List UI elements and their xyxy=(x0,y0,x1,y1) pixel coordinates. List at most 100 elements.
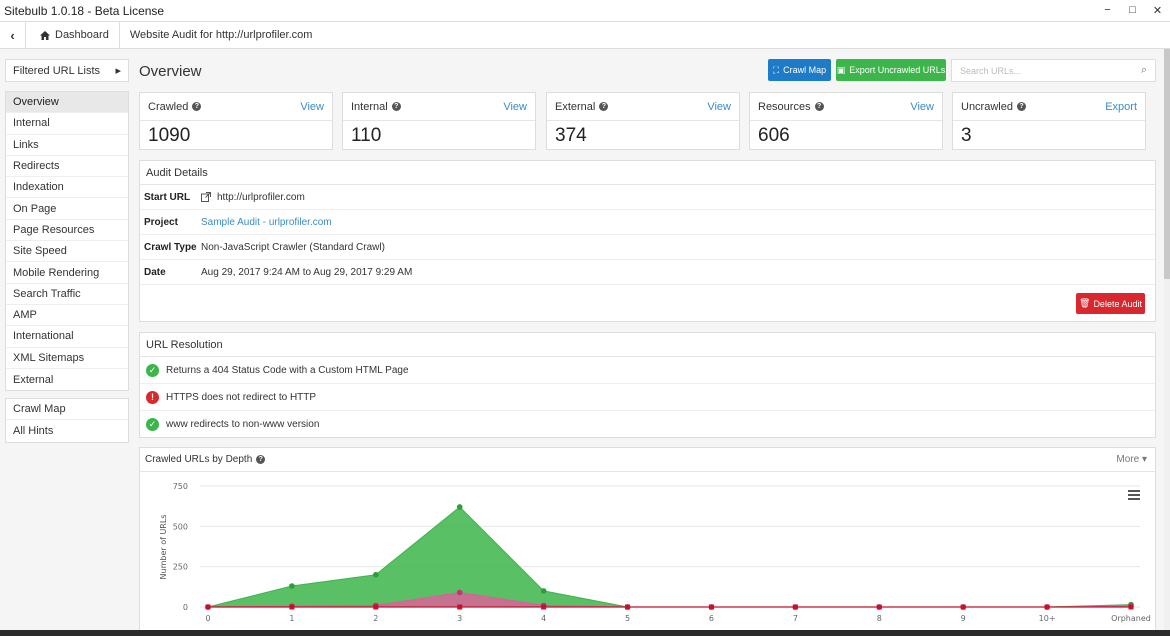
nav-bar: ‹ Dashboard Website Audit for http://url… xyxy=(0,21,1170,49)
delete-audit-button[interactable]: 🗑 Delete Audit xyxy=(1076,293,1145,314)
sidebar-item-indexation[interactable]: Indexation xyxy=(6,177,128,199)
crawl-map-button[interactable]: ⛶ Crawl Map xyxy=(768,59,831,81)
help-icon[interactable]: ? xyxy=(192,102,202,111)
y-tick-label: 750 xyxy=(173,482,188,491)
sidebar-item-page-resources[interactable]: Page Resources xyxy=(6,220,128,242)
x-tick-label: 1 xyxy=(289,614,294,623)
sidebar-item-internal[interactable]: Internal xyxy=(6,113,128,135)
crawl-type-value: Non-JavaScript Crawler (Standard Crawl) xyxy=(201,241,385,253)
export-uncrawled-button[interactable]: ▣ Export Uncrawled URLs xyxy=(836,59,946,81)
minimize-icon[interactable]: − xyxy=(1104,4,1111,16)
x-tick-label: 0 xyxy=(205,614,210,623)
more-label: More xyxy=(1116,454,1140,465)
crawl-map-label: Crawl Map xyxy=(783,65,827,75)
search-input[interactable]: Search URLs... ⌕ xyxy=(951,59,1156,82)
start-url-key: Start URL xyxy=(144,191,191,203)
stat-label-wrap: Uncrawled? xyxy=(961,101,1026,113)
search-icon[interactable]: ⌕ xyxy=(1140,64,1147,76)
crawled-urls-chart-panel: Crawled URLs by Depth ? More ▾ 0 250 500 75… xyxy=(139,447,1156,636)
baseline-point xyxy=(289,604,295,610)
date-key: Date xyxy=(144,266,166,278)
close-icon[interactable]: ✕ xyxy=(1152,4,1163,17)
baseline-point xyxy=(876,604,882,610)
start-url-value-wrap: http://urlprofiler.com xyxy=(201,192,305,203)
stat-card-internal: Internal? View 110 xyxy=(342,92,536,150)
help-icon[interactable]: ? xyxy=(391,102,401,111)
stat-card-header: External? View xyxy=(547,93,739,121)
stat-label-wrap: Internal? xyxy=(351,101,401,113)
project-link[interactable]: Sample Audit - urlprofiler.com xyxy=(201,216,332,228)
sidebar-item-crawl-map[interactable]: Crawl Map xyxy=(6,399,128,421)
y-tick-label: 250 xyxy=(173,563,188,572)
dashboard-link[interactable]: Dashboard xyxy=(26,21,120,49)
maximize-icon[interactable]: □ xyxy=(1129,4,1136,16)
export-uncrawled-label: Export Uncrawled URLs xyxy=(849,65,946,75)
resolution-text: HTTPS does not redirect to HTTP xyxy=(166,391,317,403)
stat-view-link[interactable]: View xyxy=(707,100,731,113)
filtered-url-lists-label: Filtered URL Lists xyxy=(13,64,101,77)
stat-card-header: Uncrawled? Export xyxy=(953,93,1145,121)
more-dropdown[interactable]: More ▾ xyxy=(1116,454,1147,465)
scrollbar-thumb[interactable] xyxy=(1164,49,1170,279)
sidebar-item-xml-sitemaps[interactable]: XML Sitemaps xyxy=(6,348,128,369)
audit-details-heading: Audit Details xyxy=(140,161,1155,185)
trash-icon: 🗑 xyxy=(1079,298,1091,308)
sidebar-item-redirects[interactable]: Redirects xyxy=(6,156,128,178)
chart-menu-bar xyxy=(1128,490,1140,492)
data-point xyxy=(540,588,547,594)
external-link-icon[interactable] xyxy=(201,192,211,202)
stat-view-link[interactable]: View xyxy=(300,100,324,113)
back-button[interactable]: ‹ xyxy=(0,21,26,49)
stat-card-crawled: Crawled? View 1090 xyxy=(139,92,333,150)
help-icon[interactable]: ? xyxy=(1016,102,1026,111)
help-icon[interactable]: ? xyxy=(599,102,609,111)
stat-view-link[interactable]: View xyxy=(910,100,934,113)
x-tick-label: 4 xyxy=(541,614,546,623)
data-point xyxy=(373,571,379,578)
chart-title: Crawled URLs by Depth xyxy=(145,454,253,465)
help-icon[interactable]: ? xyxy=(256,455,266,464)
help-icon[interactable]: ? xyxy=(814,102,824,111)
sidebar-item-links[interactable]: Links xyxy=(6,135,128,156)
stat-export-link[interactable]: Export xyxy=(1105,100,1137,113)
window-controls: − □ ✕ xyxy=(1095,0,1170,20)
stat-label: Uncrawled xyxy=(961,100,1013,113)
baseline-point xyxy=(373,604,379,610)
taskbar xyxy=(0,630,1170,636)
sidebar-item-site-speed[interactable]: Site Speed xyxy=(6,241,128,263)
stat-view-link[interactable]: View xyxy=(503,100,527,113)
chart-menu-bar xyxy=(1128,498,1140,500)
stat-label-wrap: Crawled? xyxy=(148,101,202,113)
sidebar-item-amp[interactable]: AMP xyxy=(6,305,128,327)
x-tick-label: 6 xyxy=(709,614,714,623)
sidebar-item-international[interactable]: International xyxy=(6,326,128,348)
sidebar-item-all-hints[interactable]: All Hints xyxy=(13,424,54,437)
stat-value: 374 xyxy=(555,125,587,146)
stat-label-wrap: Resources? xyxy=(758,101,824,113)
data-point xyxy=(456,589,463,596)
check-circle-icon: ✓ xyxy=(146,363,159,377)
sidebar-item-on-page[interactable]: On Page xyxy=(6,198,128,220)
stat-card-uncrawled: Uncrawled? Export 3 xyxy=(952,92,1146,150)
sidebar-item-overview[interactable]: Overview xyxy=(6,92,128,114)
title-bar: Sitebulb 1.0.18 - Beta License − □ ✕ xyxy=(0,0,1170,22)
chart-title-wrap: Crawled URLs by Depth ? xyxy=(145,454,266,465)
crawl-type-key: Crawl Type xyxy=(144,241,197,253)
sidebar-item-mobile-rendering[interactable]: Mobile Rendering xyxy=(6,262,128,284)
audit-details-panel: Audit Details Start URL http://urlprofil… xyxy=(139,160,1156,322)
stat-card-external: External? View 374 xyxy=(546,92,740,150)
start-url-value: http://urlprofiler.com xyxy=(217,191,305,203)
sidebar-item-search-traffic[interactable]: Search Traffic xyxy=(6,284,128,305)
check-circle-icon: ✓ xyxy=(146,418,159,431)
stat-card-resources: Resources? View 606 xyxy=(749,92,943,150)
data-point xyxy=(456,504,463,510)
filtered-url-lists-dropdown[interactable]: Filtered URL Lists ▸ xyxy=(5,59,129,82)
delete-audit-label: Delete Audit xyxy=(1093,298,1142,309)
stat-label-wrap: External? xyxy=(555,101,609,113)
breadcrumb: Website Audit for http://urlprofiler.com xyxy=(129,29,313,41)
baseline-point xyxy=(541,604,547,610)
baseline-point xyxy=(1128,604,1134,610)
scrollbar[interactable] xyxy=(1164,49,1170,636)
sidebar-item-external[interactable]: External xyxy=(13,373,54,386)
x-tick-label: 3 xyxy=(457,614,462,623)
